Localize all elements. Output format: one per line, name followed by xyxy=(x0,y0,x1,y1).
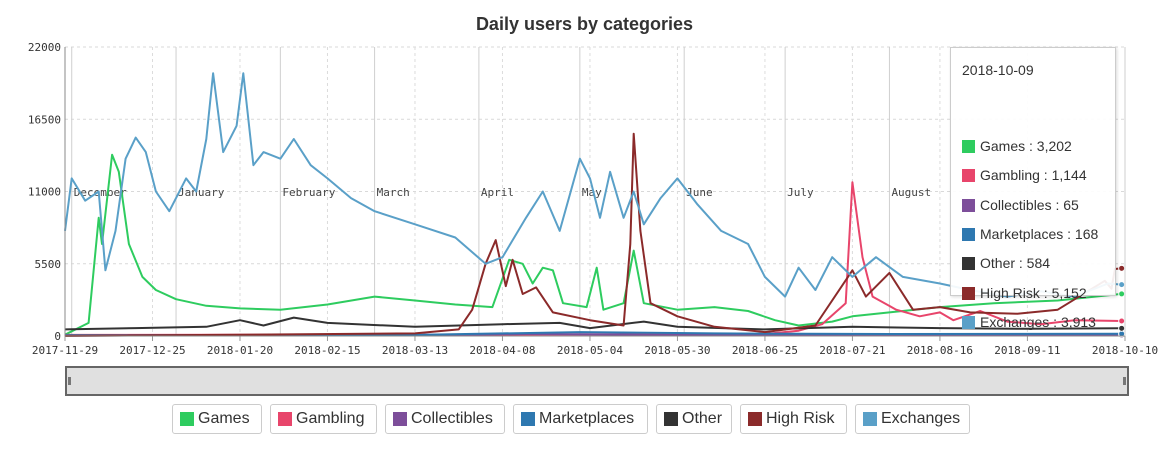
x-tick-label: 2018-06-25 xyxy=(732,344,798,357)
legend-item-exchanges[interactable]: Exchanges xyxy=(855,404,970,434)
x-tick-label: 2018-04-08 xyxy=(469,344,535,357)
range-navigator[interactable] xyxy=(65,366,1129,396)
hover-marker-high-risk xyxy=(1118,264,1126,272)
series-line-gambling xyxy=(64,181,1122,336)
tooltip-row-gambling: Gambling : 1,144 xyxy=(962,167,1087,183)
tooltip-row-exchanges: Exchanges : 3,913 xyxy=(962,314,1096,330)
navigator-right-handle[interactable] xyxy=(1123,377,1126,385)
legend-item-other[interactable]: Other xyxy=(656,404,732,434)
tooltip-row-games: Games : 3,202 xyxy=(962,138,1072,154)
month-label: June xyxy=(686,186,713,199)
tooltip-row-marketplaces: Marketplaces : 168 xyxy=(962,226,1098,242)
x-tick-label: 2018-08-16 xyxy=(907,344,973,357)
y-tick-label: 5500 xyxy=(35,258,62,271)
x-tick-label: 2018-01-20 xyxy=(207,344,273,357)
games-legend-swatch xyxy=(180,412,194,426)
exchanges-swatch xyxy=(962,316,975,329)
series-line-other xyxy=(64,316,1122,331)
series-line-exchanges xyxy=(64,72,1122,298)
legend-item-gambling[interactable]: Gambling xyxy=(270,404,377,434)
tooltip-row-high-risk: High Risk : 5,152 xyxy=(962,285,1087,301)
month-label: February xyxy=(282,186,335,199)
grid xyxy=(64,46,1126,336)
tooltip-row-other: Other : 584 xyxy=(962,255,1050,271)
marketplaces-legend-swatch xyxy=(521,412,535,426)
x-tick-label: 2018-03-13 xyxy=(382,344,448,357)
tooltip: 2018-10-09 Games : 3,202 Gambling : 1,14… xyxy=(950,47,1116,330)
hover-marker-gambling xyxy=(1118,317,1126,325)
x-tick-label: 2018-09-11 xyxy=(994,344,1060,357)
collectibles-swatch xyxy=(962,199,975,212)
legend-item-marketplaces[interactable]: Marketplaces xyxy=(513,404,648,434)
exchanges-legend-swatch xyxy=(863,412,877,426)
tooltip-date: 2018-10-09 xyxy=(962,62,1034,78)
gambling-legend-swatch xyxy=(278,412,292,426)
axes: 0 5500 11000 16500 22000 2017-11-29 2017-12-25… xyxy=(28,41,1158,357)
series-line-high-risk xyxy=(64,132,1122,337)
x-tick-label: 2018-05-04 xyxy=(557,344,624,357)
legend-item-high-risk[interactable]: High Risk xyxy=(740,404,847,434)
high-risk-legend-swatch xyxy=(748,412,762,426)
tooltip-row-collectibles: Collectibles : 65 xyxy=(962,197,1079,213)
y-tick-label: 22000 xyxy=(28,41,61,54)
month-label: May xyxy=(582,186,602,199)
y-tick-label: 0 xyxy=(54,330,61,343)
collectibles-legend-swatch xyxy=(393,412,407,426)
x-tick-label: 2017-11-29 xyxy=(32,344,98,357)
x-tick-label: 2017-12-25 xyxy=(119,344,185,357)
month-label: March xyxy=(377,186,410,199)
x-tick-label: 2018-05-30 xyxy=(644,344,710,357)
series-lines xyxy=(64,72,1126,339)
other-legend-swatch xyxy=(664,412,678,426)
y-tick-label: 16500 xyxy=(28,113,61,126)
x-tick-label: 2018-07-21 xyxy=(819,344,885,357)
gambling-swatch xyxy=(962,169,975,182)
month-label: April xyxy=(481,186,514,199)
hover-marker-other xyxy=(1118,324,1126,332)
month-label: August xyxy=(891,186,931,199)
x-tick-label: 2018-10-10 xyxy=(1092,344,1158,357)
navigator-left-handle[interactable] xyxy=(68,377,71,385)
month-labels: December January February March April May June… xyxy=(74,186,931,199)
month-label: December xyxy=(74,186,127,199)
legend-item-games[interactable]: Games xyxy=(172,404,262,434)
other-swatch xyxy=(962,257,975,270)
series-line-games xyxy=(64,153,1122,336)
hover-marker-exchanges xyxy=(1118,281,1126,289)
marketplaces-swatch xyxy=(962,228,975,241)
games-swatch xyxy=(962,140,975,153)
x-tick-label: 2018-02-15 xyxy=(294,344,360,357)
hover-marker-games xyxy=(1118,290,1126,298)
series-line-marketplaces xyxy=(64,331,1122,337)
month-label: January xyxy=(178,186,225,199)
y-tick-label: 11000 xyxy=(28,186,61,199)
legend-item-collectibles[interactable]: Collectibles xyxy=(385,404,505,434)
month-label: July xyxy=(787,186,814,199)
chart-title: Daily users by categories xyxy=(475,14,694,34)
high-risk-swatch xyxy=(962,287,975,300)
